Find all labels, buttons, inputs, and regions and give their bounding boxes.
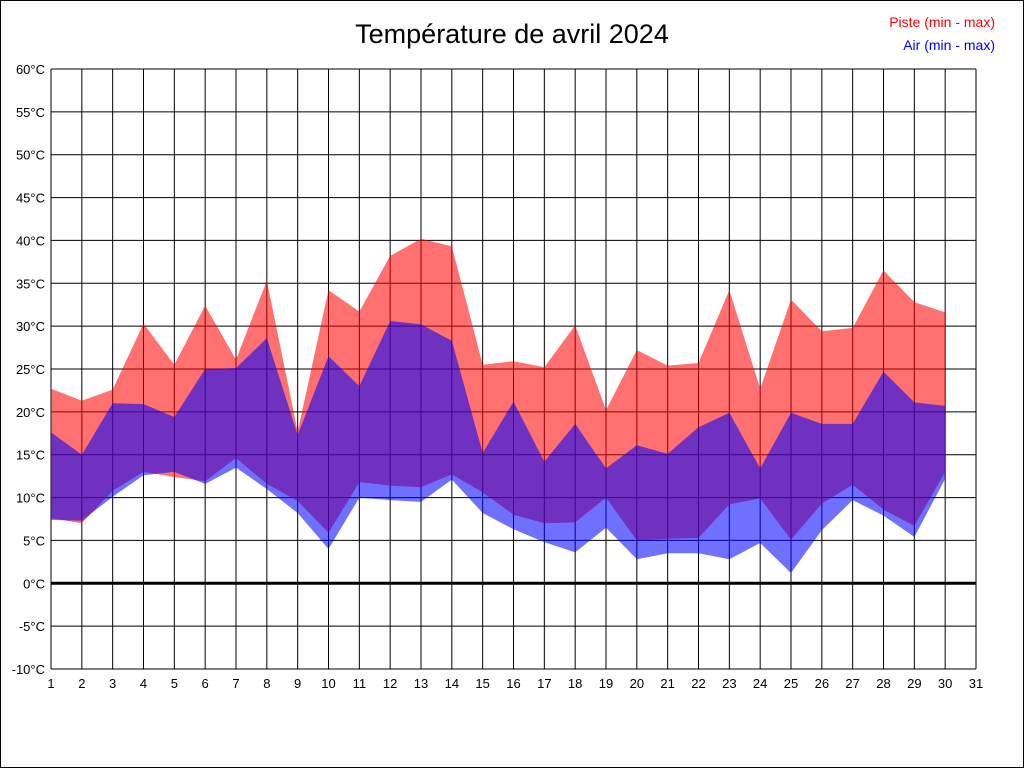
y-tick-label: 20°C (16, 405, 45, 420)
x-tick-label: 2 (78, 676, 85, 691)
chart-legend: Piste (min - max) Air (min - max) (889, 11, 995, 57)
x-tick-label: 7 (232, 676, 239, 691)
y-tick-label: 30°C (16, 319, 45, 334)
air-band (51, 321, 946, 573)
x-tick-label: 31 (969, 676, 983, 691)
x-tick-label: 5 (171, 676, 178, 691)
x-tick-label: 16 (506, 676, 520, 691)
y-tick-label: 10°C (16, 491, 45, 506)
y-tick-label: 45°C (16, 191, 45, 206)
x-tick-label: 1 (47, 676, 54, 691)
legend-item-piste: Piste (min - max) (889, 14, 995, 30)
x-tick-label: 13 (414, 676, 428, 691)
x-tick-label: 21 (660, 676, 674, 691)
legend-item-air: Air (min - max) (903, 37, 995, 53)
y-tick-label: 35°C (16, 276, 45, 291)
x-tick-label: 14 (445, 676, 459, 691)
x-tick-label: 9 (294, 676, 301, 691)
x-tick-label: 3 (109, 676, 116, 691)
x-tick-label: 11 (353, 676, 367, 691)
y-tick-label: 55°C (16, 105, 45, 120)
chart-title: Température de avril 2024 (355, 19, 669, 49)
x-tick-label: 12 (383, 676, 397, 691)
y-tick-label: 50°C (16, 148, 45, 163)
y-tick-label: 25°C (16, 362, 45, 377)
x-tick-label: 25 (784, 676, 798, 691)
x-tick-label: 19 (599, 676, 613, 691)
y-tick-label: 0°C (23, 576, 45, 591)
y-tick-label: 40°C (16, 233, 45, 248)
x-tick-label: 17 (537, 676, 551, 691)
x-tick-label: 4 (140, 676, 147, 691)
x-tick-label: 24 (753, 676, 767, 691)
x-tick-label: 15 (475, 676, 489, 691)
y-tick-label: 15°C (16, 448, 45, 463)
y-tick-label: -10°C (12, 662, 45, 677)
x-tick-label: 27 (845, 676, 859, 691)
x-tick-label: 20 (630, 676, 644, 691)
x-tick-label: 23 (722, 676, 736, 691)
x-tick-label: 22 (691, 676, 705, 691)
x-tick-label: 18 (568, 676, 582, 691)
x-tick-label: 28 (876, 676, 890, 691)
y-tick-label: 5°C (23, 533, 45, 548)
y-tick-label: 60°C (16, 62, 45, 77)
x-tick-label: 10 (321, 676, 335, 691)
x-tick-label: 29 (907, 676, 921, 691)
y-tick-label: -5°C (19, 619, 45, 634)
x-tick-label: 26 (815, 676, 829, 691)
x-tick-label: 8 (263, 676, 270, 691)
x-tick-label: 30 (938, 676, 952, 691)
x-tick-label: 6 (202, 676, 209, 691)
